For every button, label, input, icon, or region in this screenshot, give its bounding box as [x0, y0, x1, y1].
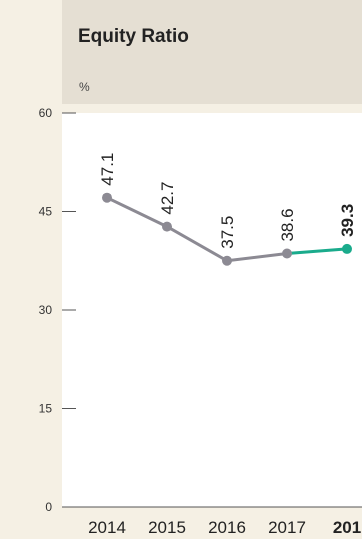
- series-line-past: [106, 196, 288, 263]
- data-point: [222, 255, 232, 266]
- unit-label: %: [79, 80, 90, 94]
- series-points: [102, 192, 352, 266]
- data-value-label: 39.3: [338, 204, 357, 237]
- y-tick-label: 60: [39, 106, 53, 120]
- y-tick-label: 30: [39, 303, 53, 317]
- data-point: [162, 221, 172, 232]
- series-line-latest: [286, 247, 348, 256]
- data-value-label: 42.7: [158, 182, 177, 215]
- data-point: [282, 248, 292, 259]
- plot-area: [62, 113, 362, 507]
- data-value-label: 47.1: [98, 153, 117, 186]
- y-axis: 0 15 30 45 60: [39, 106, 76, 514]
- x-tick-label: 2015: [148, 518, 186, 537]
- value-labels: 47.1 42.7 37.5 38.6 39.3: [98, 153, 357, 249]
- y-tick-label: 45: [39, 205, 53, 219]
- data-point-highlight: [342, 243, 352, 254]
- x-tick-label: 2017: [268, 518, 306, 537]
- y-tick-label: 15: [39, 402, 53, 416]
- x-tick-label: 2016: [208, 518, 246, 537]
- x-tick-label: 2014: [88, 518, 126, 537]
- series-lines: [106, 196, 348, 263]
- x-tick-label: 201: [333, 518, 361, 537]
- chart-title: Equity Ratio: [78, 26, 189, 47]
- chart-header: Equity Ratio %: [62, 0, 362, 104]
- data-point: [102, 192, 112, 203]
- data-value-label: 37.5: [218, 216, 237, 249]
- data-value-label: 38.6: [278, 208, 297, 241]
- y-tick-label: 0: [45, 500, 52, 514]
- x-axis: 2014 2015 2016 2017 201: [62, 506, 362, 537]
